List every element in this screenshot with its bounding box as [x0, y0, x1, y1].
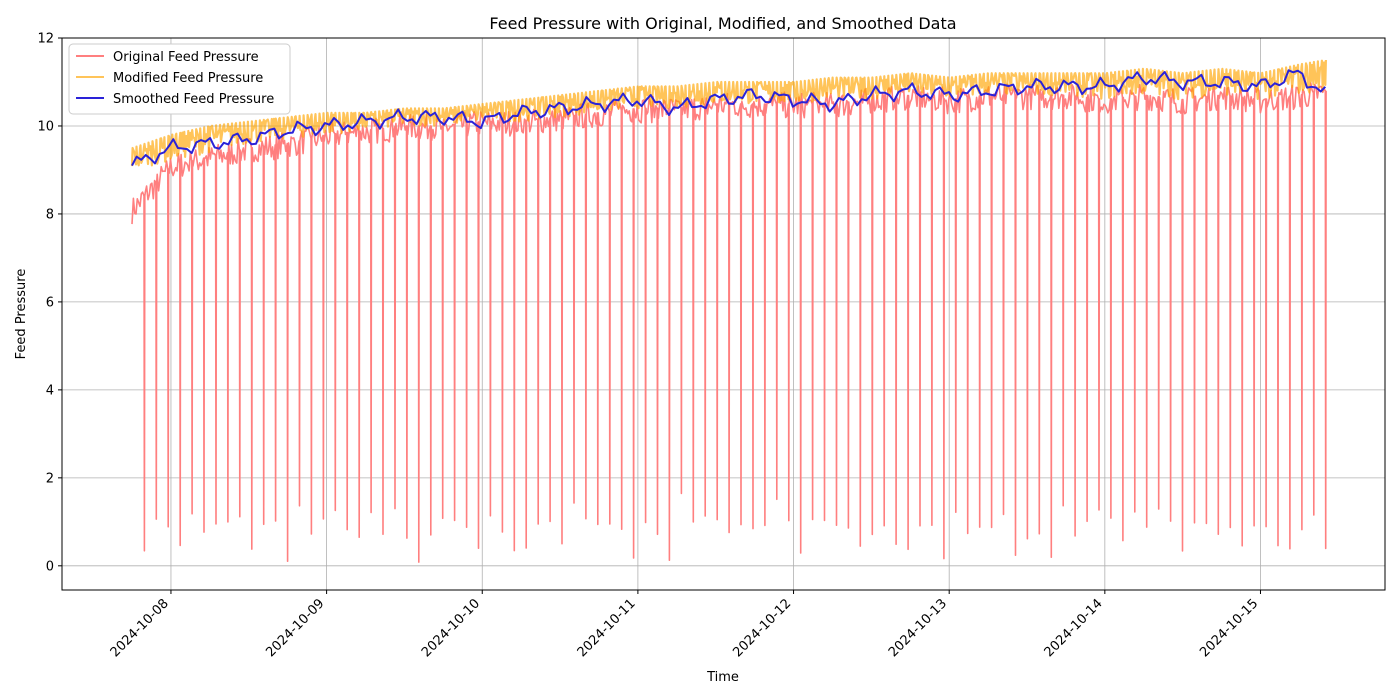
- y-axis-label: Feed Pressure: [14, 269, 29, 360]
- x-axis-label: Time: [706, 670, 739, 685]
- y-tick-label: 2: [46, 471, 54, 486]
- legend-modified-label: Modified Feed Pressure: [113, 71, 263, 86]
- modified-feed-pressure-line: [130, 59, 1327, 167]
- y-axis: 0 2 4 6 8 10 12: [37, 32, 62, 574]
- smoothed-series: [131, 69, 1327, 167]
- y-tick-label: 8: [46, 207, 54, 222]
- plot-frame: [61, 37, 1386, 591]
- original-series: [131, 82, 1327, 563]
- grid: [62, 37, 1385, 590]
- y-tick-label: 10: [37, 119, 54, 134]
- legend-smoothed-label: Smoothed Feed Pressure: [113, 92, 274, 107]
- original-feed-pressure-line: [131, 82, 1327, 563]
- y-tick-label: 0: [46, 559, 54, 574]
- y-tick-label: 6: [46, 295, 54, 310]
- chart-title: Feed Pressure with Original, Modified, a…: [489, 14, 956, 33]
- legend: Original Feed Pressure Modified Feed Pre…: [68, 43, 291, 115]
- y-tick-label: 4: [46, 383, 54, 398]
- y-tick-label: 12: [37, 32, 54, 47]
- legend-box: [68, 43, 291, 115]
- legend-original-label: Original Feed Pressure: [113, 50, 259, 65]
- modified-series: [130, 59, 1327, 167]
- smoothed-feed-pressure-line: [131, 69, 1327, 167]
